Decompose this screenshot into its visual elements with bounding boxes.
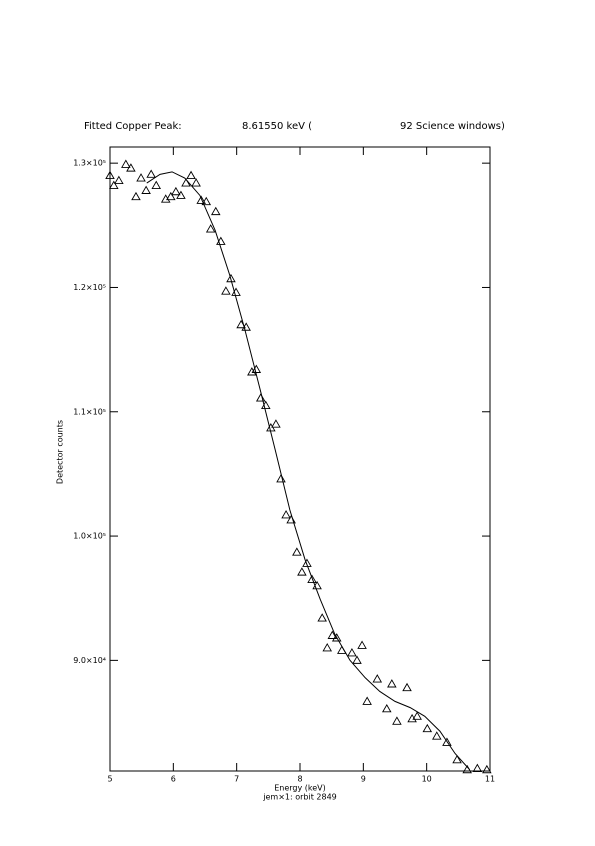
data-point: [196, 195, 206, 204]
data-point: [205, 224, 216, 233]
data-point: [322, 643, 333, 652]
data-point: [247, 367, 257, 376]
data-point: [105, 170, 115, 180]
data-point: [352, 655, 362, 664]
x-tick-label: 6: [171, 775, 176, 784]
x-tick-label: 7: [234, 775, 239, 784]
x-tick-label: 10: [422, 775, 432, 784]
data-point: [302, 558, 312, 567]
data-point: [276, 473, 286, 483]
data-point: [402, 682, 412, 692]
data-point: [271, 419, 281, 428]
data-point: [226, 273, 236, 283]
x-tick-label: 11: [485, 775, 495, 784]
chart-title: Fitted Copper Peak:: [84, 121, 182, 132]
data-point: [347, 648, 357, 657]
y-tick-label: 1.3×10⁵: [73, 159, 106, 168]
data-point: [210, 206, 221, 216]
y-tick-label: 1.0×10⁵: [73, 532, 106, 541]
data-point: [281, 510, 291, 519]
data-point: [171, 186, 181, 196]
data-point: [362, 696, 372, 705]
subtitle: jem×1: orbit 2849: [262, 793, 337, 802]
data-point: [307, 574, 317, 584]
data-point: [141, 185, 151, 194]
data-point: [201, 196, 212, 206]
data-point: [327, 630, 338, 639]
data-point: [482, 764, 492, 774]
data-point: [331, 633, 342, 642]
data-point: [472, 763, 483, 772]
data-point: [452, 754, 462, 764]
data-point: [131, 191, 141, 201]
data-point: [151, 180, 162, 189]
data-point: [114, 175, 124, 185]
x-axis-label: Energy (keV): [274, 784, 326, 793]
data-point: [387, 679, 397, 688]
y-tick-label: 1.2×10⁵: [73, 283, 106, 292]
y-tick-label: 1.1×10⁵: [73, 407, 106, 416]
data-point: [297, 567, 307, 576]
x-tick-label: 9: [361, 775, 366, 784]
chart-title: 92 Science windows): [400, 121, 505, 132]
data-point: [372, 674, 383, 683]
data-point: [121, 159, 131, 168]
data-point: [422, 723, 433, 733]
data-point: [442, 737, 452, 746]
y-axis-label: Detector counts: [56, 420, 65, 484]
data-point: [255, 393, 266, 402]
data-point: [317, 613, 327, 622]
data-point: [109, 180, 119, 189]
data-point: [166, 191, 176, 201]
x-tick-label: 8: [297, 775, 302, 784]
data-point: [221, 286, 231, 295]
data-point: [176, 190, 186, 199]
data-point: [126, 163, 136, 172]
data-point: [191, 178, 201, 187]
chart-title: 8.61550 keV (: [242, 121, 312, 132]
data-point: [357, 640, 367, 649]
data-point: [412, 711, 422, 720]
data-point: [136, 173, 146, 182]
data-point: [186, 170, 196, 180]
data-point: [381, 703, 392, 713]
data-point: [292, 547, 302, 556]
y-tick-label: 9.0×10⁴: [73, 656, 106, 665]
data-point: [146, 169, 156, 178]
data-point: [392, 716, 402, 725]
data-point: [432, 731, 442, 740]
fit-line: [146, 171, 471, 771]
x-tick-label: 5: [107, 775, 112, 784]
